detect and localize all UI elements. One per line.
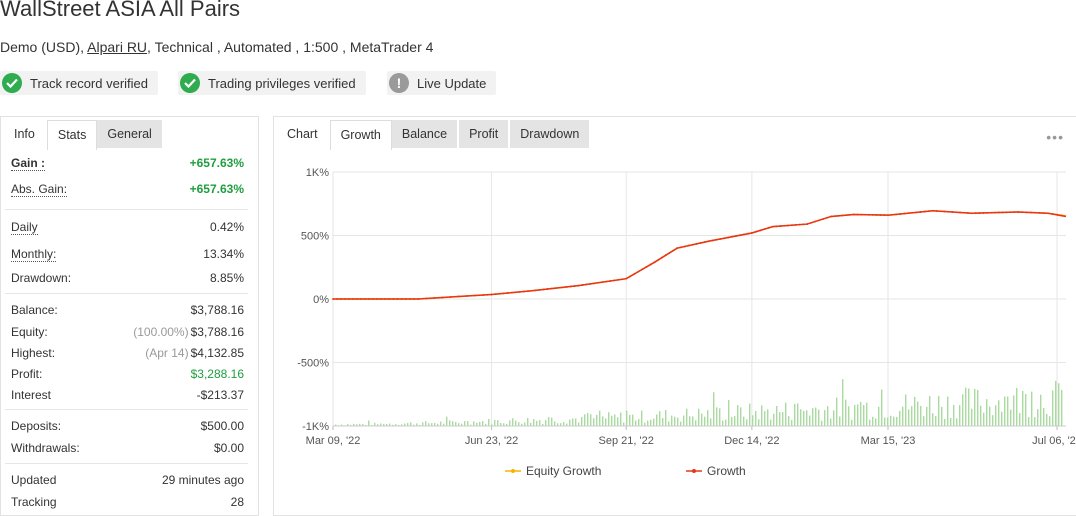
account-details: , Technical , Automated , 1:500 , MetaTr… <box>147 39 434 55</box>
stat-label: Daily <box>11 219 38 235</box>
stat-equity: Equity: (100.00%) $3,788.16 <box>11 324 244 340</box>
tab-general[interactable]: General <box>97 120 164 148</box>
stat-label: Abs. Gain: <box>11 181 68 197</box>
track-record-badge: Track record verified <box>0 71 158 95</box>
stat-value: 28 <box>230 495 244 509</box>
account-subtitle: Demo (USD), Alpari RU, Technical , Autom… <box>0 39 433 55</box>
stat-label: Profit: <box>11 367 43 381</box>
stat-profit: Profit: $3,288.16 <box>11 366 244 382</box>
stat-label: Updated <box>11 473 57 487</box>
tab-growth[interactable]: Growth <box>329 120 392 150</box>
stat-value: $4,132.85 <box>190 346 244 360</box>
chart-tabs: Chart Growth Balance Profit Drawdown <box>277 120 592 150</box>
stats-tabs: Info Stats General <box>4 120 164 150</box>
exclamation-icon: ! <box>389 73 409 93</box>
broker-link[interactable]: Alpari RU <box>87 39 148 55</box>
divider <box>5 409 248 410</box>
stats-panel: Info Stats General Gain : +657.63% Abs. … <box>0 116 259 516</box>
check-icon <box>180 73 200 93</box>
stat-highest: Highest: (Apr 14) $4,132.85 <box>11 345 244 361</box>
stat-value: $3,788.16 <box>190 303 244 317</box>
tab-stats[interactable]: Stats <box>46 120 98 150</box>
tab-info[interactable]: Info <box>4 120 47 148</box>
stat-updated: Updated 29 minutes ago <box>11 472 244 488</box>
stat-label: Drawdown: <box>11 271 72 285</box>
stat-daily: Daily 0.42% <box>11 219 244 235</box>
stat-withdrawals: Withdrawals: $0.00 <box>11 440 244 456</box>
stat-label: Highest: <box>11 346 56 360</box>
page-title: WallStreet ASIA All Pairs <box>0 0 241 21</box>
stat-tracking: Tracking 28 <box>11 494 244 510</box>
stat-value: $3,288.16 <box>190 367 244 381</box>
stat-label: Interest <box>11 388 52 402</box>
stat-note: (Apr 14) <box>145 346 189 360</box>
stat-value: -$213.37 <box>196 388 244 402</box>
stat-label: Equity: <box>11 325 48 339</box>
stat-value: $500.00 <box>200 419 244 433</box>
stat-value: $3,788.16 <box>190 325 244 339</box>
stat-abs-gain: Abs. Gain: +657.63% <box>11 181 244 197</box>
tab-balance[interactable]: Balance <box>391 120 460 148</box>
chart-panel: Chart Growth Balance Profit Drawdown ••• <box>273 116 1076 516</box>
badge-label: Trading privileges verified <box>208 75 356 91</box>
stat-balance: Balance: $3,788.16 <box>11 302 244 318</box>
stat-value: 13.34% <box>203 247 244 261</box>
chart-menu-icon[interactable]: ••• <box>1046 129 1064 145</box>
check-icon <box>2 73 22 93</box>
stat-gain: Gain : +657.63% <box>11 155 244 171</box>
stat-label: Monthly: <box>11 246 57 262</box>
stat-interest: Interest -$213.37 <box>11 387 244 403</box>
trading-privileges-badge: Trading privileges verified <box>178 71 366 95</box>
badge-label: Track record verified <box>30 75 148 91</box>
stat-value: +657.63% <box>189 182 244 196</box>
stat-label: Tracking <box>11 495 57 509</box>
divider <box>5 463 248 464</box>
stat-value: +657.63% <box>189 156 244 170</box>
account-type: Demo (USD), <box>0 39 85 55</box>
divider <box>5 293 248 294</box>
tab-profit[interactable]: Profit <box>459 120 511 148</box>
stat-value: $0.00 <box>213 441 244 455</box>
stat-note: (100.00%) <box>133 325 189 339</box>
stat-monthly: Monthly: 13.34% <box>11 246 244 262</box>
stat-label: Withdrawals: <box>11 441 80 455</box>
stat-label: Deposits: <box>11 419 62 433</box>
stat-label: Balance: <box>11 303 58 317</box>
live-update-badge[interactable]: ! Live Update <box>387 71 497 95</box>
stat-value: 8.85% <box>209 271 244 285</box>
tab-chart[interactable]: Chart <box>277 120 330 148</box>
stat-value: 0.42% <box>209 220 244 234</box>
stat-value: 29 minutes ago <box>161 473 244 487</box>
stat-label: Gain : <box>11 155 46 171</box>
divider <box>5 209 248 210</box>
stat-deposits: Deposits: $500.00 <box>11 418 244 434</box>
tab-drawdown[interactable]: Drawdown <box>510 120 592 148</box>
stat-drawdown: Drawdown: 8.85% <box>11 270 244 286</box>
badge-label: Live Update <box>417 75 487 91</box>
